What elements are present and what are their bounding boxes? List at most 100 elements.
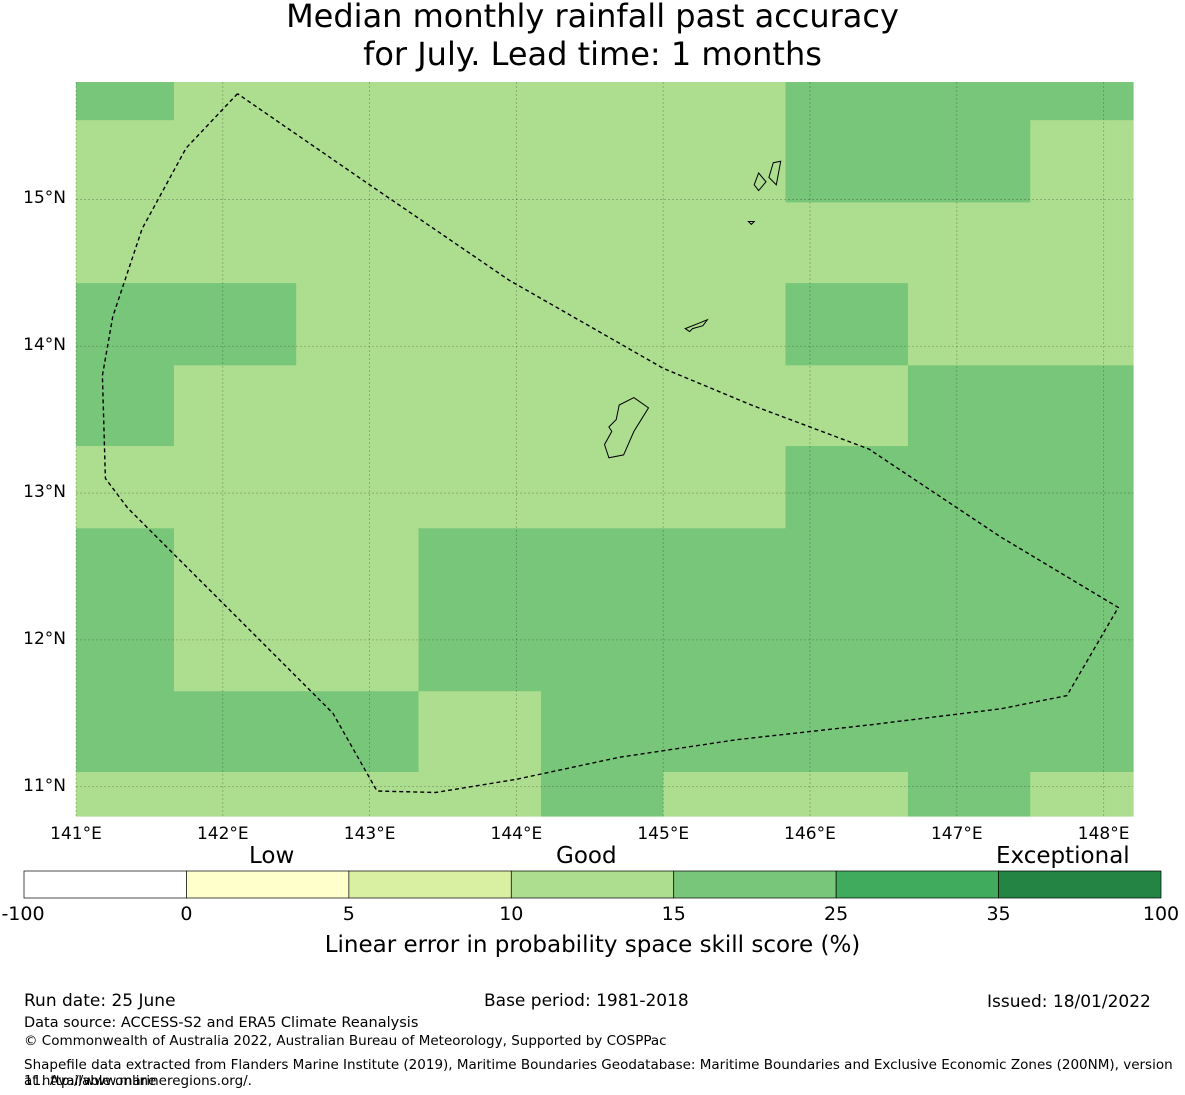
grid-cell [1030,691,1134,773]
grid-cell [907,771,1031,817]
grid-cell [540,120,664,203]
grid-cell [785,120,909,203]
grid-cell [785,771,909,817]
grid-cell [540,283,664,366]
grid-cell [1030,446,1134,529]
shapefile-credit-line-2: at http://www.marineregions.org/. [24,1073,252,1089]
lon-tick-label: 146°E [784,824,836,844]
lon-tick-label: 147°E [930,824,983,844]
colorbar-block [998,870,1162,899]
grid-cell [76,691,175,773]
island-outline [603,397,650,459]
colorbar-tick-label: 25 [824,903,849,925]
grid-cell [418,202,542,284]
grid-cell [785,528,909,692]
run-date: Run date: 25 June [24,991,176,1011]
grid-cell [418,82,542,121]
map-title: Median monthly rainfall past accuracy fo… [0,0,1185,73]
eez-boundary-line [101,93,1120,794]
grid-cell [173,446,297,529]
grid-cell [418,365,542,447]
grid-cell [663,365,787,447]
island-outline [684,318,709,333]
grid-cell [418,446,542,529]
lat-tick-label: 11°N [23,775,66,796]
grid-cell [76,120,175,203]
grid-cell [418,283,542,366]
copyright: © Commonwealth of Australia 2022, Austra… [24,1033,667,1049]
grid-cell [540,202,664,284]
grid-cell [907,120,1031,203]
category-good-label: Good [556,843,617,869]
grid-cell [663,691,787,773]
eez-boundary [101,93,1120,794]
grid-cell [76,283,175,366]
grid-cell [76,202,175,284]
island-outline [753,172,767,192]
grid-cell [663,202,787,284]
island-outline [768,160,782,186]
grid-cell [418,528,542,692]
graticule [75,82,1133,816]
grid-cell [907,82,1031,121]
grid-cell [173,120,297,203]
base-period: Base period: 1981-2018 [484,991,689,1011]
grid-cell [1030,82,1134,121]
lon-tick-label: 145°E [637,824,690,844]
grid-cell [296,283,420,366]
colorbar-block [23,870,187,899]
grid-cell [907,446,1031,529]
grid-cell [663,82,787,121]
island-coastlines [603,160,782,459]
grid-cell [173,528,297,692]
grid-cell [173,283,297,366]
grid-cell [540,771,664,817]
lat-tick-label: 12°N [23,628,66,649]
grid-cell [785,82,909,121]
grid-cell [540,82,664,121]
grid-cell [785,691,909,773]
grid-cell [1030,202,1134,284]
lon-tick-label: 141°E [50,824,102,844]
grid-cell [418,691,542,773]
grid-cell [173,202,297,284]
grid-cell [540,365,664,447]
grid-cell [907,691,1031,773]
colorbar-block [673,870,837,899]
colorbar-tick-label: 35 [986,903,1011,925]
grid-cell [540,691,664,773]
grid-cell [76,446,175,529]
island-outline [747,221,756,226]
category-low-label: Low [249,843,295,869]
grid-cell [907,283,1031,366]
grid-cell [173,365,297,447]
lon-tick-label: 144°E [490,824,543,844]
colorbar-tick-label: -100 [1,903,45,925]
colorbar-block [348,870,512,899]
colorbar-tick-label: 15 [661,903,686,925]
grid-cell [173,691,297,773]
grid-cell [76,528,175,692]
lat-tick-label: 14°N [23,335,66,356]
grid-cell [785,365,909,447]
grid-cell [1030,283,1134,366]
grid-cell [173,82,297,121]
colorbar-tick-label: 10 [499,903,524,925]
category-exceptional-label: Exceptional [996,843,1130,869]
grid-cell [1030,771,1134,817]
grid-cell [296,446,420,529]
lat-tick-label: 15°N [23,188,66,209]
grid-cell [173,771,297,817]
grid-cell [296,365,420,447]
grid-cell [296,120,420,203]
lon-tick-label: 143°E [343,824,396,844]
data-source: Data source: ACCESS-S2 and ERA5 Climate … [24,1015,419,1031]
colorbar-block [510,870,675,899]
grid-cell [663,771,787,817]
grid-cell [663,283,787,366]
grid-cell [907,528,1031,692]
grid-cell [907,202,1031,284]
grid-cell [76,82,175,121]
